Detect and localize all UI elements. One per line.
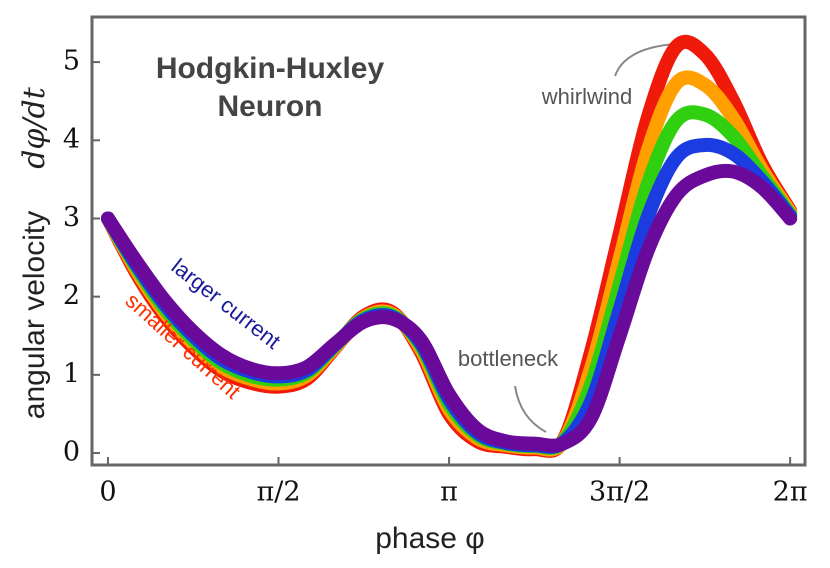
line-series xyxy=(100,163,798,453)
y-axis-label-math: dφ/dt xyxy=(17,86,52,169)
annotation: bottleneck xyxy=(458,346,559,371)
y-tick-label: 1 xyxy=(63,358,80,389)
x-tick-label: 3π/2 xyxy=(589,477,650,508)
x-tick-label: 0 xyxy=(99,477,116,508)
annotation: whirlwind xyxy=(541,84,632,109)
y-tick-label: 3 xyxy=(63,202,80,233)
chart-title: Hodgkin-Huxley xyxy=(156,52,385,85)
y-tick-label: 2 xyxy=(63,280,80,311)
y-tick-label: 4 xyxy=(63,124,80,155)
y-tick-label: 5 xyxy=(63,46,80,77)
y-axis-label: angular velocity xyxy=(18,211,51,419)
annotation-arrow xyxy=(514,385,547,433)
annotation-arrow xyxy=(614,43,676,77)
x-tick-label: 2π xyxy=(773,477,808,508)
x-tick-label: π xyxy=(440,477,458,508)
y-tick-label: 0 xyxy=(63,437,80,468)
x-axis-label: phase φ xyxy=(375,522,485,555)
x-tick-label: π/2 xyxy=(256,477,300,508)
chart-title: Neuron xyxy=(218,90,323,123)
